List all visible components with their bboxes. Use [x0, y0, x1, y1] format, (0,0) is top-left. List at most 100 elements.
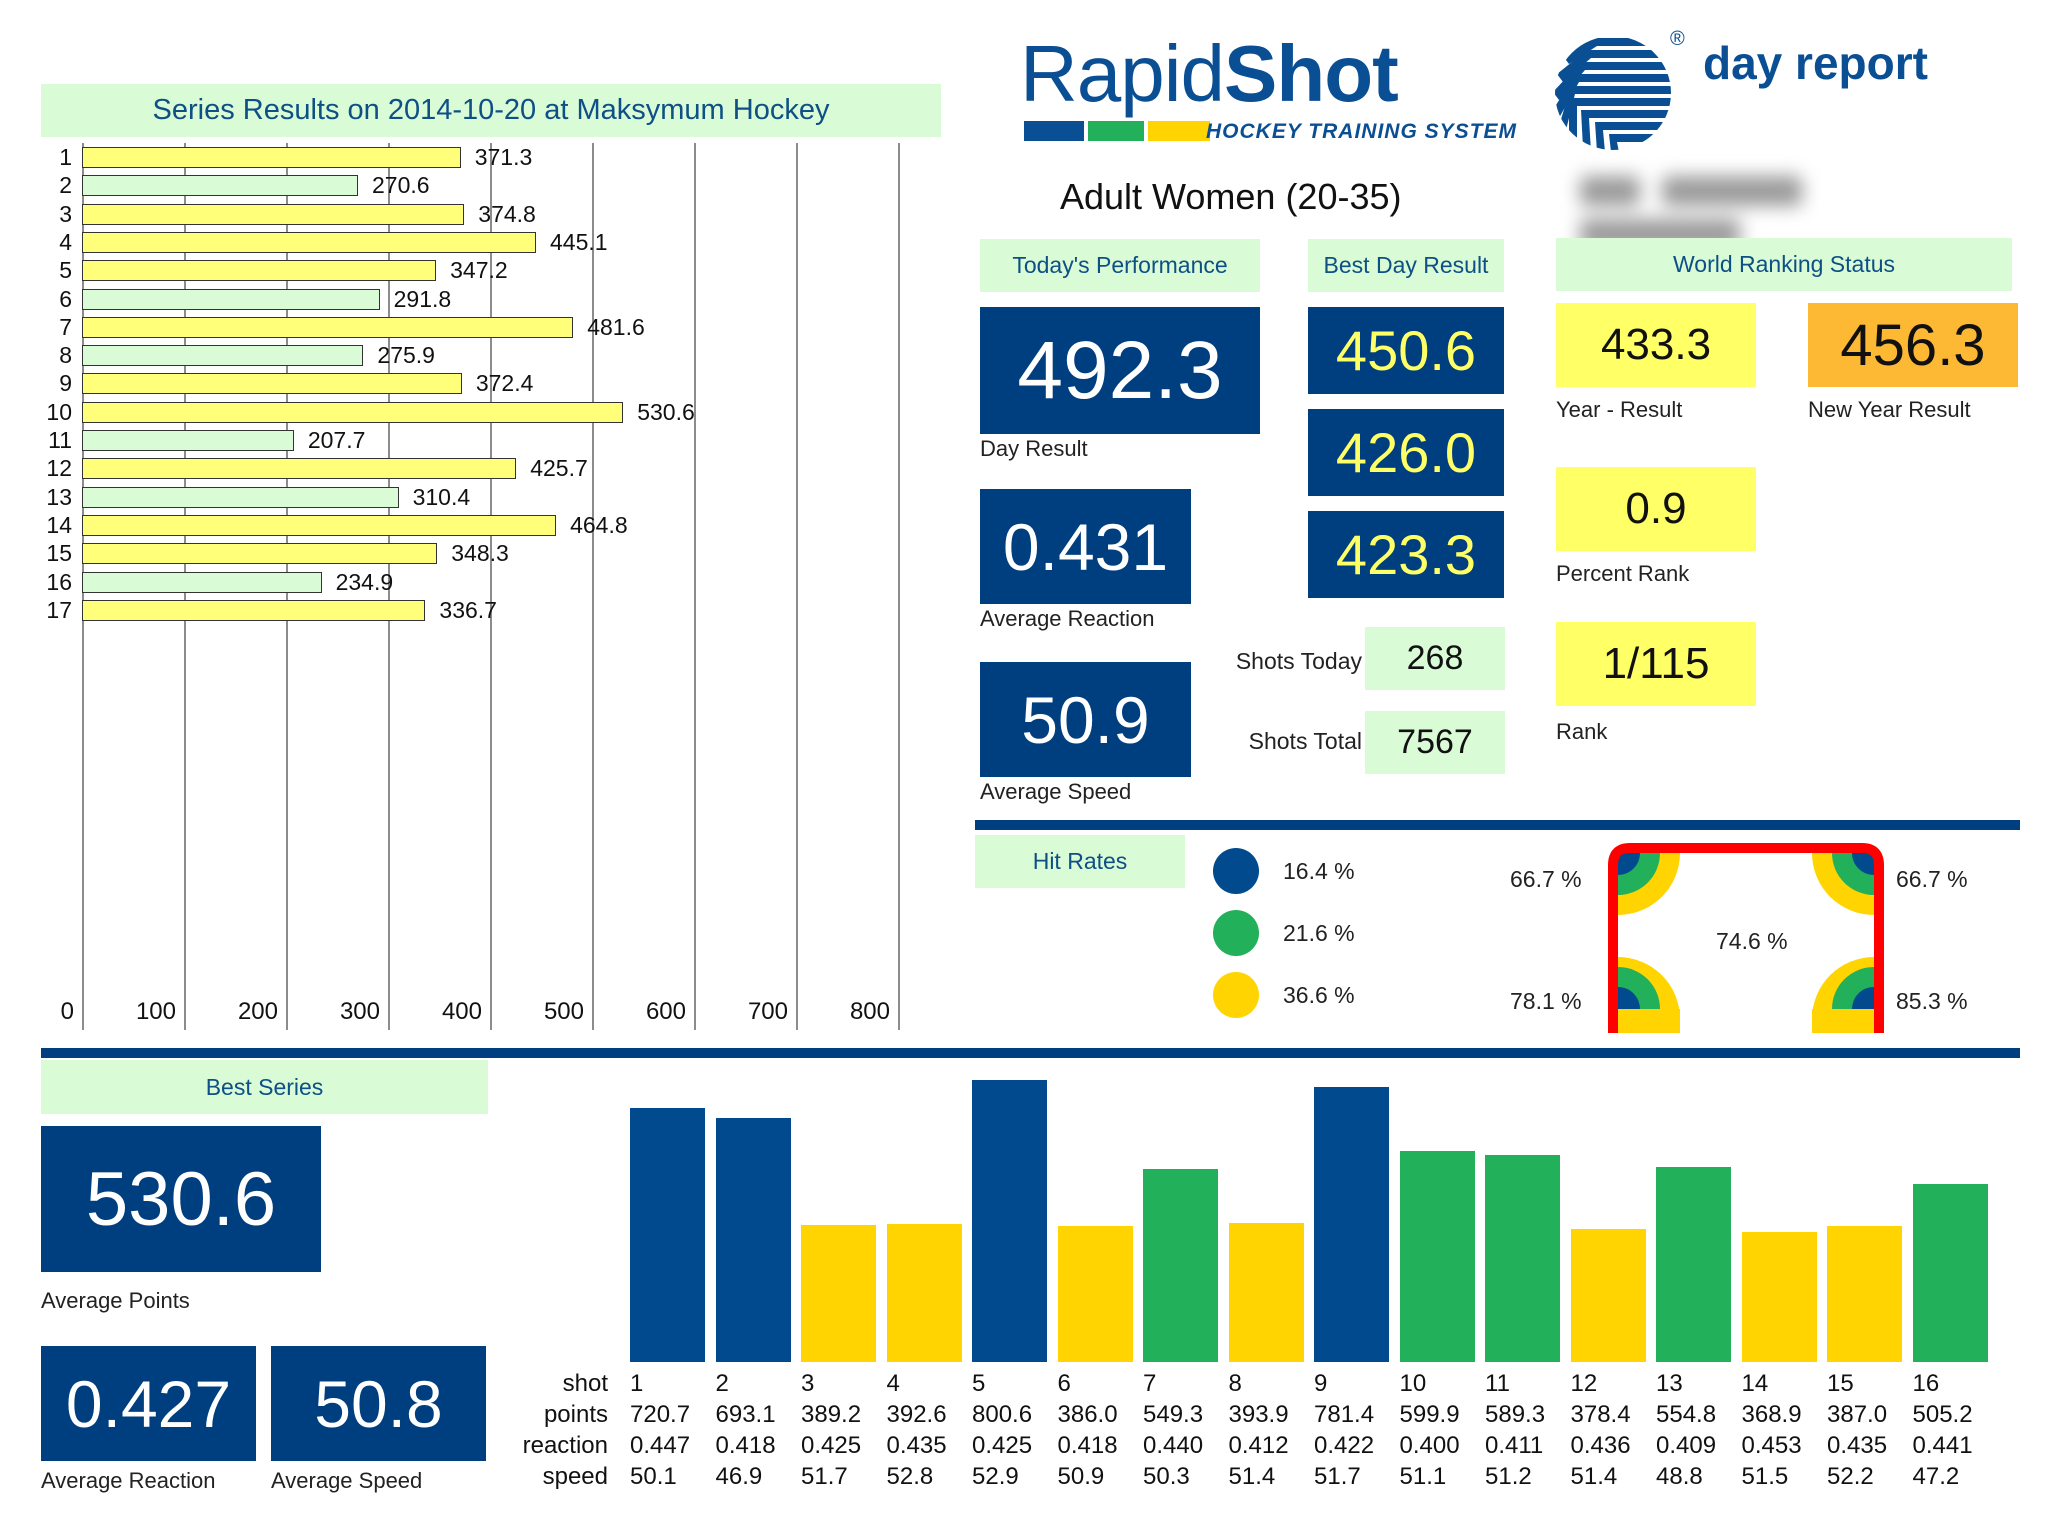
- table-row-label: points: [543, 1401, 608, 1428]
- brand-bold: Shot: [1224, 29, 1399, 118]
- table-cell-speed: 47.2: [1912, 1463, 1960, 1490]
- target-top-right-blue: [1852, 853, 1874, 875]
- table-cell-shot: 14: [1741, 1370, 1769, 1397]
- series-bar-value: 336.7: [439, 596, 497, 623]
- series-row-label: 12: [46, 455, 72, 482]
- x-tick-label: 200: [237, 998, 278, 1025]
- series-bar-value: 310.4: [412, 483, 471, 510]
- shot-bar: [630, 1108, 705, 1362]
- table-cell-reaction: 0.400: [1399, 1432, 1460, 1459]
- goal-top-right-rate: 66.7 %: [1896, 866, 1968, 892]
- shots-total-value: 7567: [1365, 711, 1505, 774]
- table-cell-points: 378.4: [1570, 1401, 1631, 1428]
- table-cell-shot: 8: [1228, 1370, 1242, 1397]
- series-results-chart: 0 100 200 300 400 500 600 700 800 1 371.3 2 270.6 3 37…: [0, 0, 960, 1050]
- gridline: [694, 143, 696, 1030]
- gridline: [490, 143, 492, 1030]
- year-result-value: 433.3: [1556, 303, 1756, 387]
- table-cell-points: 554.8: [1656, 1401, 1717, 1428]
- report-type-title: day report: [1703, 37, 1928, 89]
- hit-rate-yellow-value: 36.6 %: [1283, 982, 1355, 1008]
- series-bar-value: 464.8: [570, 511, 628, 538]
- percent-rank-value: 0.9: [1556, 467, 1756, 551]
- series-bar: [82, 401, 624, 423]
- series-bar: [82, 147, 461, 168]
- shot-bar: [1656, 1166, 1731, 1362]
- todays-performance-header: Today's Performance: [980, 239, 1260, 292]
- table-cell-speed: 51.7: [801, 1463, 848, 1490]
- series-row-label: 1: [59, 144, 72, 170]
- shot-bar: [1228, 1223, 1304, 1362]
- average-speed-value: 50.9: [980, 662, 1191, 777]
- best-series-average-reaction-value: 0.427: [41, 1346, 256, 1461]
- series-row-label: 6: [59, 285, 72, 312]
- series-bar-value: 374.8: [478, 200, 536, 227]
- series-bar-value: 347.2: [450, 257, 508, 284]
- series-bar: [82, 260, 437, 282]
- series-bar: [82, 345, 364, 367]
- shot-bar: [1314, 1086, 1389, 1362]
- series-bar-value: 371.3: [474, 144, 533, 170]
- best-series-average-reaction-label: Average Reaction: [41, 1468, 216, 1493]
- series-row-label: 17: [46, 596, 72, 623]
- table-cell-speed: 52.8: [886, 1463, 934, 1490]
- goal-target-diagram: [1608, 843, 1884, 1033]
- series-bar: [82, 571, 322, 593]
- table-cell-shot: 9: [1314, 1370, 1328, 1397]
- table-cell-reaction: 0.436: [1570, 1432, 1631, 1459]
- table-cell-shot: 13: [1656, 1370, 1683, 1397]
- table-cell-speed: 51.4: [1570, 1463, 1618, 1490]
- brand-subtitle: HOCKEY TRAINING SYSTEM: [1206, 120, 1517, 143]
- series-row-label: 5: [59, 257, 72, 284]
- series-row-label: 8: [59, 342, 72, 369]
- table-cell-reaction: 0.440: [1143, 1432, 1204, 1459]
- section-divider-main: [41, 1048, 2020, 1058]
- table-cell-reaction: 0.409: [1656, 1432, 1717, 1459]
- table-cell-points: 693.1: [715, 1401, 776, 1428]
- series-row-label: 13: [46, 483, 72, 510]
- rapidshot-globe-logo-icon: [1555, 38, 1671, 150]
- series-bar: [82, 175, 358, 197]
- goal-bottom-left-rate: 78.1 %: [1510, 988, 1582, 1014]
- section-divider-hit-rates: [975, 820, 2020, 830]
- logo-strip-blue: [1024, 121, 1084, 141]
- table-cell-speed: 51.5: [1741, 1463, 1789, 1490]
- table-cell-reaction: 0.441: [1912, 1432, 1973, 1459]
- table-cell-points: 386.0: [1057, 1401, 1118, 1428]
- goal-top-left-rate: 66.7 %: [1510, 866, 1582, 892]
- table-cell-shot: 16: [1912, 1370, 1940, 1397]
- table-cell-points: 599.9: [1399, 1401, 1460, 1428]
- shot-bar: [1741, 1232, 1817, 1362]
- series-bar: [82, 599, 426, 621]
- series-bar-value: 291.8: [393, 285, 452, 312]
- series-row-label: 16: [46, 568, 72, 595]
- shots-total-label: Shots Total: [1248, 728, 1362, 754]
- series-row-label: 14: [46, 511, 72, 538]
- world-ranking-header: World Ranking Status: [1556, 238, 2012, 291]
- shots-today-value: 268: [1365, 627, 1505, 690]
- series-bar: [82, 514, 557, 536]
- series-bar: [82, 458, 517, 480]
- table-cell-reaction: 0.418: [1057, 1432, 1118, 1459]
- goal-bottom-right-rate: 85.3 %: [1896, 988, 1968, 1014]
- x-tick-label: 700: [747, 998, 788, 1025]
- table-cell-reaction: 0.418: [715, 1432, 776, 1459]
- goal-frame: [1608, 843, 1884, 1033]
- table-cell-shot: 10: [1399, 1370, 1427, 1397]
- table-cell-shot: 7: [1143, 1370, 1157, 1397]
- logo-strip-yellow: [1148, 121, 1210, 141]
- table-cell-speed: 52.9: [972, 1463, 1019, 1490]
- best-day-result-1: 450.6: [1308, 307, 1504, 394]
- table-cell-shot: 11: [1485, 1370, 1510, 1397]
- table-cell-shot: 12: [1570, 1370, 1598, 1397]
- series-row-label: 7: [59, 313, 72, 340]
- table-cell-shot: 1: [630, 1370, 644, 1397]
- x-tick-label: 500: [543, 998, 584, 1025]
- table-cell-shot: 15: [1827, 1370, 1854, 1397]
- table-cell-shot: 3: [801, 1370, 815, 1397]
- best-series-header: Best Series: [41, 1060, 488, 1114]
- x-tick-label: 100: [135, 998, 176, 1025]
- table-cell-speed: 50.9: [1057, 1463, 1105, 1490]
- shot-bar: [1912, 1184, 1988, 1362]
- best-series-average-points-label: Average Points: [41, 1288, 190, 1313]
